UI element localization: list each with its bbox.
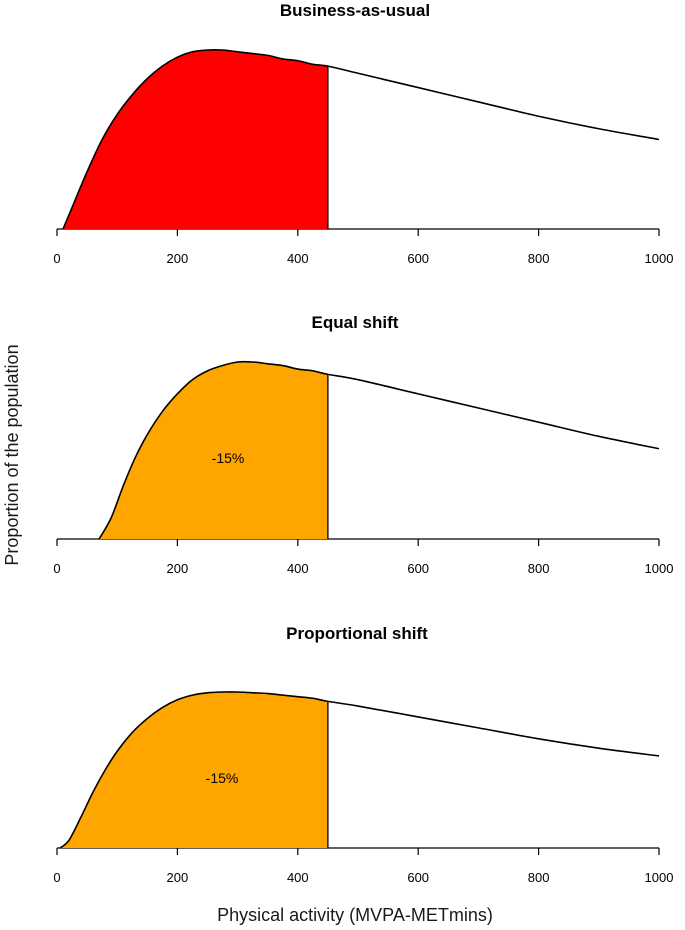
x-tick-label: 1000 <box>645 251 674 266</box>
x-tick-label: 400 <box>287 251 309 266</box>
panel-title: Equal shift <box>312 313 399 332</box>
x-tick-label: 200 <box>167 561 189 576</box>
x-tick-label: 800 <box>528 870 550 885</box>
x-tick-label: 600 <box>407 561 429 576</box>
x-tick-label: 1000 <box>645 870 674 885</box>
panel-equal-shift: Equal shift 0 200 400 600 800 1000 -15% <box>53 313 673 576</box>
x-axis-title: Physical activity (MVPA-METmins) <box>217 905 493 925</box>
x-tick-label: 800 <box>528 561 550 576</box>
x-tick-label: 400 <box>287 561 309 576</box>
percent-change-annotation: -15% <box>206 770 239 786</box>
density-curve <box>62 48 660 230</box>
panel-business-as-usual: Business-as-usual 0 200 400 600 800 1000 <box>53 1 673 266</box>
plot-area <box>59 691 660 849</box>
x-tick-label: 600 <box>407 251 429 266</box>
panel-title: Proportional shift <box>286 624 428 643</box>
y-axis-title: Proportion of the population <box>2 344 22 565</box>
x-tick-label: 400 <box>287 870 309 885</box>
x-tick-label: 200 <box>167 251 189 266</box>
panel-title: Business-as-usual <box>280 1 430 20</box>
density-curve <box>59 691 660 849</box>
x-axis: 0 200 400 600 800 1000 <box>53 538 674 576</box>
shaded-area <box>60 691 328 848</box>
x-tick-label: 600 <box>407 870 429 885</box>
density-curve <box>98 360 660 540</box>
x-axis: 0 200 400 600 800 1000 <box>53 847 674 885</box>
x-tick-label: 800 <box>528 251 550 266</box>
plot-area <box>98 360 660 540</box>
panel-proportional-shift: Proportional shift 0 200 400 600 800 1000 -15… <box>53 624 673 885</box>
x-axis: 0 200 400 600 800 1000 <box>53 228 674 266</box>
x-tick-label: 1000 <box>645 561 674 576</box>
shaded-area <box>99 361 328 539</box>
x-tick-label: 0 <box>53 251 60 266</box>
percent-change-annotation: -15% <box>212 450 245 466</box>
shaded-area <box>63 49 328 230</box>
x-tick-label: 0 <box>53 561 60 576</box>
x-tick-label: 0 <box>53 870 60 885</box>
plot-area <box>62 48 660 230</box>
x-tick-label: 200 <box>167 870 189 885</box>
